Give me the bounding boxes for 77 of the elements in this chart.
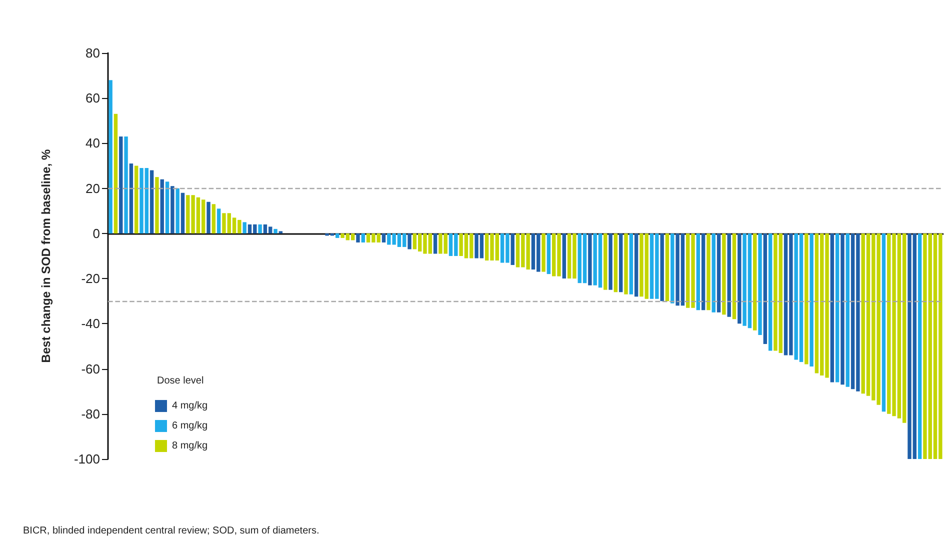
y-tick-label: -40 [81,316,100,332]
legend-label: 4 mg/kg [172,400,208,412]
y-tick-label: -60 [81,361,100,376]
bar [604,233,608,290]
y-axis-title: Best change in SOD from baseline, % [39,148,53,363]
bar [804,233,808,364]
bar [732,233,736,320]
bar [634,233,638,297]
bar [696,233,700,310]
bar [624,233,628,294]
y-tick-label: 0 [92,226,100,241]
bar [274,228,278,234]
bar [336,233,340,238]
bar [542,233,546,272]
bar [608,233,612,290]
legend-label: 8 mg/kg [172,440,208,452]
bar [840,233,844,385]
bar [258,224,262,234]
bar [361,233,365,242]
bar [810,233,814,367]
bar [150,170,154,234]
bar [716,233,721,312]
y-tick-label: 60 [86,90,100,106]
bar [722,233,726,315]
bar [170,186,174,234]
y-tick-label: -20 [81,271,100,286]
bar [180,192,185,234]
bar [160,179,164,234]
bar [119,136,123,234]
bar [918,233,922,459]
bar [706,233,710,310]
bar [212,204,216,234]
bar [546,233,551,274]
bar [129,164,134,234]
bar [614,233,618,292]
bar [670,233,674,304]
bar [206,202,210,234]
bar [758,233,762,335]
bar [665,233,670,302]
legend-title: Dose level [157,376,204,386]
bar [753,233,757,330]
y-tick-label: 40 [86,136,100,151]
legend-label: 6 mg/kg [172,420,208,432]
bar [701,233,706,310]
bar [356,233,360,242]
bar [242,222,246,234]
y-tick-label: -80 [81,406,100,422]
bar [510,233,514,266]
bar [763,233,768,344]
bar [629,233,634,294]
bar [882,233,886,412]
bar [216,208,221,234]
bar [768,233,772,351]
bar [712,233,716,312]
bar [176,188,180,234]
bar [660,233,664,302]
y-tick-label: -100 [74,452,100,466]
bar [165,182,170,234]
bar [619,233,623,292]
bar [108,80,112,234]
bar [408,233,412,250]
bar [835,233,840,382]
bar [134,166,138,234]
y-tick-label: 80 [86,46,100,60]
bar [830,233,834,382]
bar [562,233,566,279]
bar [588,233,592,286]
bar [433,233,438,254]
bar [727,233,731,317]
text: BICR, blinded independent central review; SOD, sum of diameters. [23,526,320,536]
bar [114,114,118,234]
bar [846,233,850,387]
bar [738,233,742,324]
bar [155,177,159,234]
bar [124,136,128,234]
bar [382,233,386,242]
y-tick-label: 20 [86,180,100,196]
